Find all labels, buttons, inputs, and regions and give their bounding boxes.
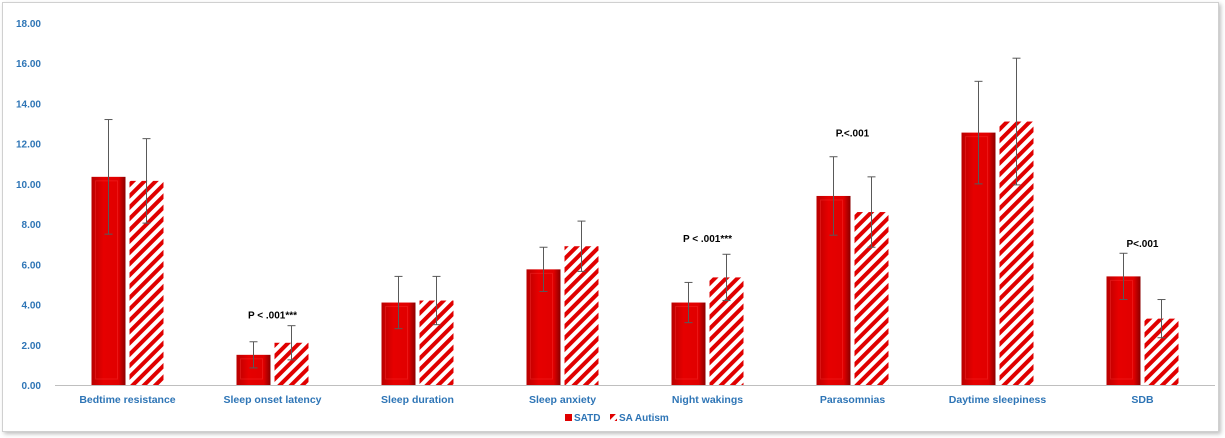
p-value-annotation: P < .001*** bbox=[248, 311, 297, 322]
bar-bevel bbox=[965, 136, 988, 380]
legend-swatch bbox=[565, 414, 572, 421]
bars-layer bbox=[91, 121, 1179, 386]
bar-bevel bbox=[675, 306, 698, 380]
bar-bevel bbox=[1110, 279, 1133, 380]
y-tick-label: 8.00 bbox=[22, 220, 42, 231]
bar-bevel bbox=[820, 199, 843, 380]
bar-bevel bbox=[385, 306, 408, 380]
bar-chart: 0.00 2.00 4.00 6.00 8.00 10.00 12.00 14.00 16.00… bbox=[16, 19, 1215, 424]
y-tick-label: 12.00 bbox=[16, 140, 41, 151]
chart-frame: 0.00 2.00 4.00 6.00 8.00 10.00 12.00 14.00 16.00… bbox=[2, 2, 1219, 432]
x-tick-label: Sleep onset latency bbox=[223, 394, 321, 406]
bar-bevel bbox=[95, 180, 118, 380]
x-tick-label: Parasomnias bbox=[820, 394, 886, 406]
error-bars-layer bbox=[104, 57, 1166, 369]
p-value-annotation: P<.001 bbox=[1127, 239, 1159, 250]
x-tick-label: Sleep anxiety bbox=[529, 394, 596, 406]
legend-label: SATD bbox=[574, 413, 600, 424]
legend: SATD SA Autism bbox=[565, 413, 669, 424]
labels-layer: Bedtime resistance Sleep onset latency Sle… bbox=[79, 129, 1159, 406]
y-tick-label: 6.00 bbox=[22, 260, 42, 271]
legend-label: SA Autism bbox=[619, 413, 669, 424]
y-tick-label: 4.00 bbox=[22, 301, 42, 312]
y-tick-label: 0.00 bbox=[22, 381, 42, 392]
x-tick-label: Night wakings bbox=[672, 394, 743, 406]
axes: 0.00 2.00 4.00 6.00 8.00 10.00 12.00 14.00 16.00… bbox=[16, 19, 1215, 392]
bar-bevel bbox=[240, 358, 263, 380]
p-value-annotation: P.<.001 bbox=[836, 129, 870, 140]
bar-bevel bbox=[530, 272, 553, 380]
x-tick-label: Daytime sleepiness bbox=[949, 394, 1047, 406]
x-tick-label: Bedtime resistance bbox=[79, 394, 175, 406]
x-tick-label: SDB bbox=[1131, 394, 1154, 406]
y-tick-label: 14.00 bbox=[16, 99, 41, 110]
p-value-annotation: P < .001*** bbox=[683, 234, 732, 245]
y-tick-label: 18.00 bbox=[16, 19, 41, 30]
legend-swatch bbox=[610, 414, 617, 421]
x-tick-label: Sleep duration bbox=[381, 394, 454, 406]
y-tick-label: 2.00 bbox=[22, 341, 42, 352]
y-tick-label: 16.00 bbox=[16, 59, 41, 70]
y-tick-label: 10.00 bbox=[16, 180, 41, 191]
